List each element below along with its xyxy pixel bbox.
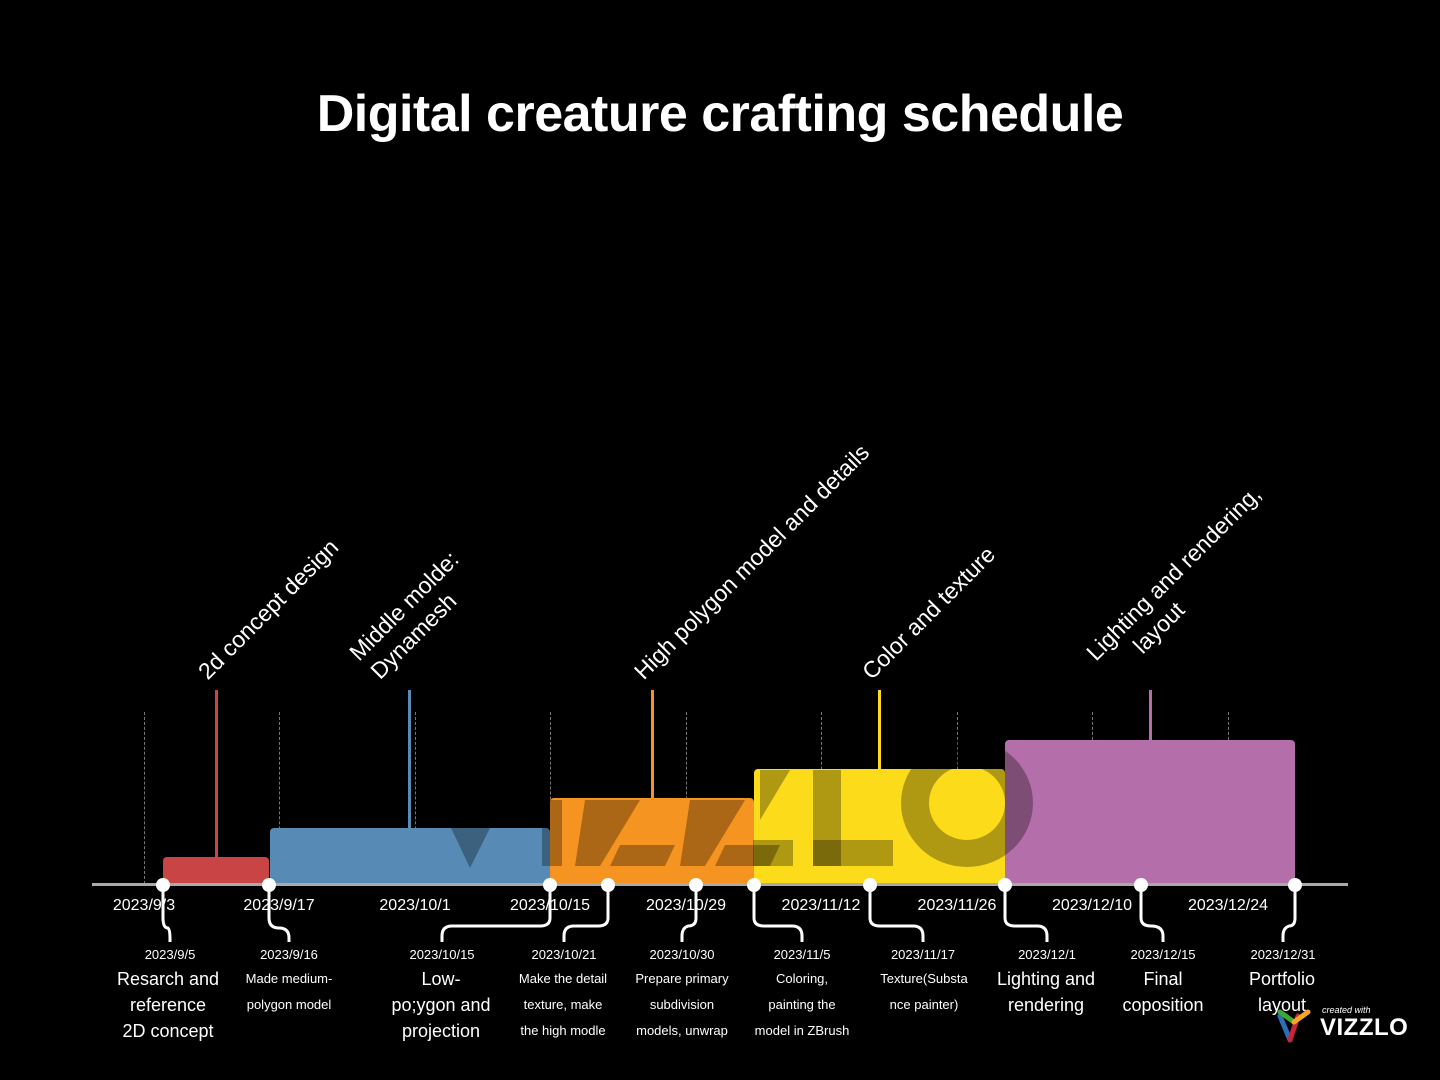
phase-stem-2 (408, 690, 411, 830)
milestone-text: Prepare primary subdivision models, unwr… (635, 971, 729, 1038)
milestone-dot[interactable] (863, 878, 877, 892)
milestone-date: 2023/10/30 (649, 947, 715, 962)
tick-label: 2023/9/17 (243, 897, 315, 914)
milestone-text: Low- po;ygon and projection (391, 969, 491, 1041)
phase-bar-2d-concept[interactable] (163, 857, 269, 885)
milestone-text: Texture(Substa nce painter) (880, 971, 968, 1012)
phase-stem-3 (651, 690, 654, 800)
vizzlo-brand-text: VIZZLO (1320, 1014, 1409, 1041)
tick-label: 2023/12/24 (1187, 897, 1269, 914)
phase-stem-1 (215, 690, 218, 858)
tick-label: 2023/11/12 (781, 897, 861, 914)
milestone-dot[interactable] (1134, 878, 1148, 892)
grid-line (279, 712, 280, 884)
milestone-date: 2023/12/1 (1018, 947, 1076, 962)
milestone-dot[interactable] (543, 878, 557, 892)
phase-bar-high-poly[interactable] (550, 798, 754, 885)
tick-label: 2023/12/10 (1051, 897, 1133, 914)
tick-label: 2023/10/1 (379, 897, 451, 914)
milestone-text: Portfolio layout (1248, 969, 1316, 1015)
milestone-dot[interactable] (262, 878, 276, 892)
milestone-date: 2023/12/15 (1130, 947, 1196, 962)
vizzlo-logo-icon (1277, 1009, 1311, 1043)
phase-bar-lighting[interactable] (1005, 740, 1295, 885)
phase-bar-middle-model[interactable] (270, 828, 550, 885)
milestone-dot[interactable] (998, 878, 1012, 892)
milestone-date: 2023/10/21 (531, 947, 597, 962)
phase-bar-color-texture[interactable] (754, 769, 1005, 885)
milestone-dot[interactable] (601, 878, 615, 892)
milestone-date: 2023/9/5 (144, 947, 196, 962)
milestone-dot[interactable] (689, 878, 703, 892)
milestone-dot[interactable] (747, 878, 761, 892)
milestone-date: 2023/10/15 (409, 947, 475, 962)
milestone-date: 2023/11/5 (773, 947, 831, 962)
chart-title: Digital creature crafting schedule (316, 85, 1124, 143)
milestone-text: Coloring, painting the model in ZBrush (754, 971, 850, 1038)
milestone-text: Make the detail texture, make the high m… (518, 971, 608, 1038)
milestone-date: 2023/9/16 (260, 947, 318, 962)
tick-label: 2023/11/26 (917, 897, 997, 914)
grid-line (415, 712, 416, 884)
milestone-text: Resarch and reference 2D concept (116, 969, 220, 1041)
time-axis (92, 883, 1348, 886)
milestone-date: 2023/11/17 (890, 947, 956, 962)
milestone-text: Final coposition (1122, 969, 1204, 1015)
phase-stem-4 (878, 690, 881, 770)
vizzlo-logo[interactable]: created with VIZZLO (1276, 1004, 1426, 1044)
created-with-text: created with (1322, 1005, 1371, 1015)
milestone-dot[interactable] (156, 878, 170, 892)
milestone-text: Made medium- polygon model (245, 971, 333, 1012)
tick-label: 2023/9/3 (112, 897, 176, 914)
milestone-date: 2023/12/31 (1250, 947, 1316, 962)
milestone-dot[interactable] (1288, 878, 1302, 892)
phase-stem-5 (1149, 690, 1152, 742)
grid-line (144, 712, 145, 884)
milestone-text: Lighting and rendering (996, 969, 1096, 1015)
tick-label: 2023/10/29 (645, 897, 727, 914)
